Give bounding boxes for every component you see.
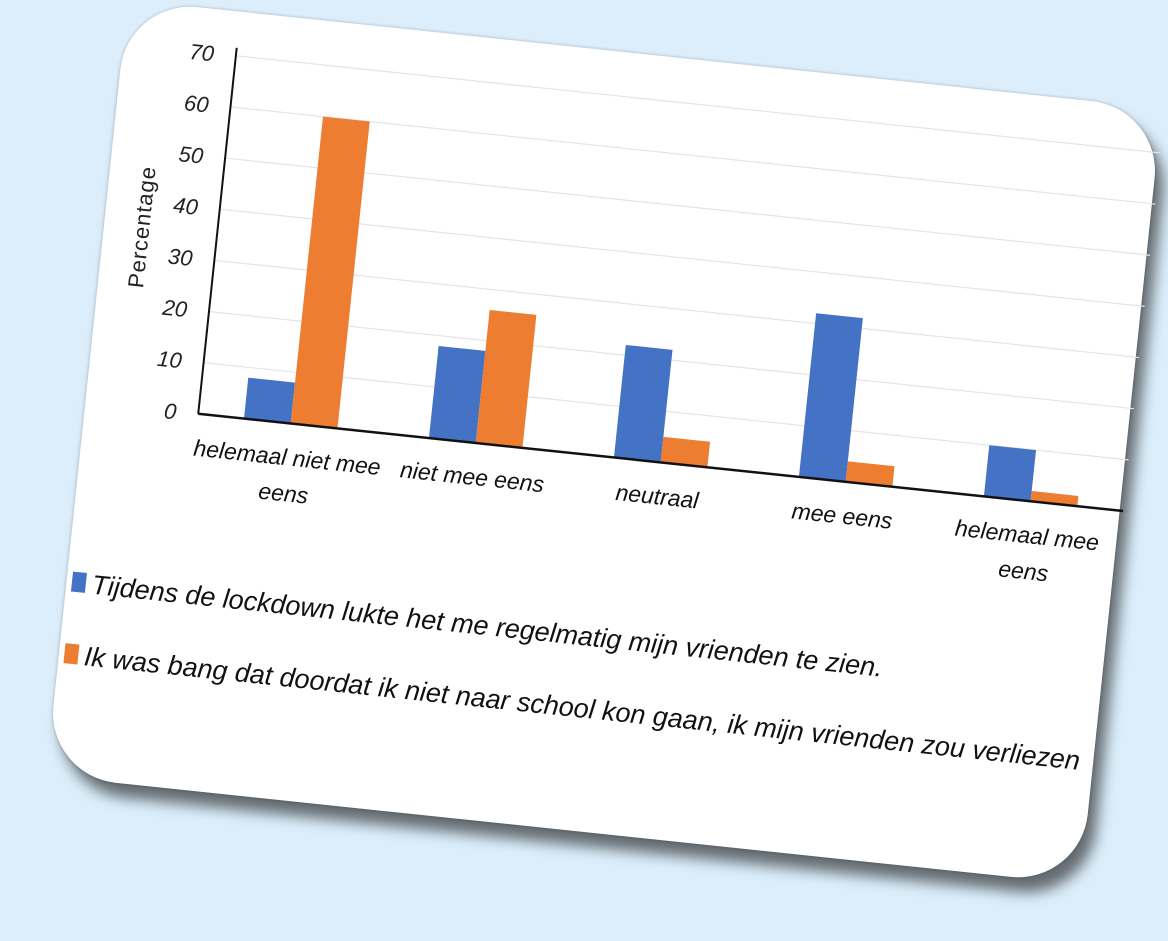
bar-series-2 <box>290 116 370 429</box>
y-tick-label: 0 <box>163 398 179 424</box>
bar-series-1 <box>613 344 673 463</box>
category-label: eens <box>257 478 310 509</box>
gridline <box>235 55 1161 154</box>
category-label: neutraal <box>614 479 700 514</box>
bar-series-1 <box>798 313 863 482</box>
y-axis-title: Percentage <box>123 165 161 289</box>
bar-series-1 <box>983 445 1037 502</box>
bars <box>243 116 1079 507</box>
gridline <box>230 106 1156 205</box>
category-label: mee eens <box>791 497 895 533</box>
y-tick-label: 40 <box>172 192 200 220</box>
legend-label-2: Ik was bang dat doordat ik niet naar sch… <box>83 641 1082 775</box>
axes <box>197 47 1124 513</box>
bar-series-2 <box>845 461 895 487</box>
y-tick-label: 10 <box>156 346 184 374</box>
category-label: helemaal niet mee <box>192 435 382 481</box>
y-axis-line <box>197 47 238 414</box>
category-label: eens <box>997 555 1050 586</box>
legend-swatch-1 <box>70 571 87 593</box>
bar-series-2 <box>660 436 711 468</box>
y-axis-title-group: Percentage <box>123 165 161 289</box>
bar-series-1 <box>243 377 296 424</box>
gridlines <box>203 55 1161 461</box>
legend: Tijdens de lockdown lukte het me regelma… <box>63 570 1082 776</box>
bar-series-1 <box>428 345 486 443</box>
y-tick-label: 20 <box>160 295 189 323</box>
bar-series-2 <box>475 309 537 448</box>
y-tick-labels: 0 10 20 30 40 50 60 70 <box>156 39 216 425</box>
legend-swatch-2 <box>63 643 80 665</box>
y-tick-label: 60 <box>183 90 211 118</box>
gridline <box>225 157 1151 256</box>
y-tick-label: 70 <box>188 39 216 67</box>
y-tick-label: 30 <box>167 244 195 272</box>
gridline <box>219 208 1145 308</box>
category-label: helemaal mee <box>954 515 1100 556</box>
x-axis-line <box>198 412 1124 513</box>
category-label: niet mee eens <box>399 456 546 497</box>
y-tick-label: 50 <box>178 141 206 169</box>
gridline <box>214 259 1140 359</box>
